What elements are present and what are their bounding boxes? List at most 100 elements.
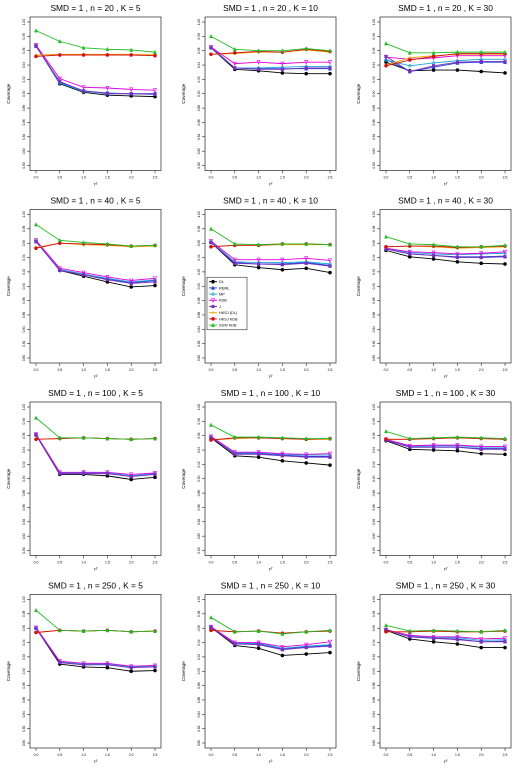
y-tick-label: 0.82 (197, 148, 201, 154)
y-tick-label: 0.94 (22, 254, 26, 260)
series-kdb (33, 43, 158, 93)
x-tick-label: 1.0 (431, 753, 436, 757)
y-tick-label: 0.80 (372, 355, 376, 361)
y-tick-label: 0.88 (22, 297, 26, 303)
data-point (503, 262, 507, 266)
series-line (210, 35, 331, 52)
x-tick-label: 2.0 (304, 176, 309, 180)
x-tick-label: 2.5 (153, 753, 158, 757)
y-tick-label: 0.84 (22, 518, 26, 524)
y-tick-label: 0.96 (197, 625, 201, 631)
data-point (153, 436, 157, 441)
x-tick-label: 2.0 (304, 561, 309, 565)
y-tick-label: 0.98 (22, 418, 26, 424)
x-tick-label: 1.0 (81, 176, 86, 180)
data-point (105, 91, 109, 95)
data-point (209, 46, 213, 50)
x-tick-label: 0.0 (384, 176, 389, 180)
legend-marker (210, 298, 216, 303)
data-point (129, 477, 134, 482)
chart-panel-12: SMD = 1 , n = 250 , K = 30 0.80 0.82 0.84 0.… (356, 581, 512, 764)
data-point (408, 635, 412, 639)
data-point (455, 68, 460, 72)
x-tick-label: 0.5 (407, 753, 412, 757)
data-point (304, 46, 309, 51)
series-ssw-kdb (384, 429, 507, 441)
y-tick-label: 0.88 (22, 105, 26, 111)
series-line (35, 45, 156, 98)
y-tick-label: 0.96 (22, 432, 26, 438)
x-tick-label: 2.5 (328, 176, 333, 180)
series-line (210, 437, 331, 466)
data-point (153, 53, 157, 58)
data-point (129, 285, 134, 289)
series-line (385, 430, 506, 440)
data-point (233, 261, 237, 265)
chart-panel-9: SMD = 1 , n = 100 , K = 30 0.80 0.82 0.84 0.… (356, 388, 512, 572)
x-tick-label: 0.0 (209, 753, 214, 757)
y-tick-label: 0.90 (197, 475, 201, 481)
y-tick-label: 0.94 (197, 62, 201, 68)
y-tick-label: 0.98 (197, 33, 201, 39)
x-tick-label: 2.5 (328, 561, 333, 565)
series-line (385, 43, 505, 54)
data-point (479, 645, 484, 650)
data-point (209, 422, 213, 427)
chart-title: SMD = 1 , n = 20 , K = 30 (398, 3, 493, 13)
data-point (455, 634, 460, 640)
data-point (129, 472, 134, 478)
data-point (384, 629, 388, 634)
data-point (105, 436, 110, 441)
y-tick-label: 0.88 (22, 490, 26, 496)
data-point (304, 455, 308, 459)
y-tick-label: 0.82 (197, 340, 201, 346)
y-tick-label: 0.96 (197, 432, 201, 438)
x-tick-label: 0.5 (232, 753, 237, 757)
y-tick-label: 0.94 (197, 639, 201, 645)
legend-item: DL (209, 279, 224, 284)
y-tick-label: 0.90 (372, 283, 376, 289)
data-point (479, 629, 484, 634)
data-point (129, 281, 133, 285)
data-point (280, 435, 285, 440)
y-tick-label: 0.92 (22, 654, 26, 660)
data-point (479, 444, 484, 450)
x-tick-label: 1.5 (455, 368, 460, 372)
y-tick-label: 0.88 (372, 105, 376, 111)
y-tick-label: 0.90 (197, 283, 201, 289)
legend-label: SSW KDB (219, 324, 237, 328)
series-line (385, 439, 505, 450)
plot-frame (379, 209, 512, 364)
data-point (304, 629, 309, 634)
x-tick-label: 2.0 (479, 561, 484, 565)
data-point (232, 434, 237, 439)
data-point (328, 463, 332, 467)
data-point (328, 436, 332, 441)
legend-item: J (209, 305, 221, 309)
data-point (502, 251, 508, 256)
data-point (384, 41, 388, 46)
data-point (407, 58, 412, 62)
x-tick-label: 2.0 (129, 368, 134, 372)
plot-frame (204, 16, 337, 171)
series-line (210, 47, 330, 70)
x-tick-label: 2.5 (503, 368, 508, 372)
data-point (455, 252, 460, 257)
data-point (34, 28, 38, 33)
y-tick-label: 0.90 (197, 668, 201, 674)
y-tick-label: 0.94 (372, 447, 376, 453)
y-tick-label: 0.86 (22, 312, 26, 318)
data-point (153, 49, 157, 54)
x-axis-label: τ² (94, 182, 98, 187)
y-tick-label: 0.82 (372, 725, 376, 731)
data-point (256, 628, 261, 633)
data-point (503, 59, 507, 64)
series-line (35, 434, 156, 475)
data-point (407, 628, 412, 633)
x-tick-label: 1.5 (280, 368, 285, 372)
series-line (210, 424, 330, 440)
data-point (105, 241, 110, 246)
y-tick-label: 0.84 (197, 326, 201, 332)
x-tick-label: 0.0 (34, 368, 39, 372)
